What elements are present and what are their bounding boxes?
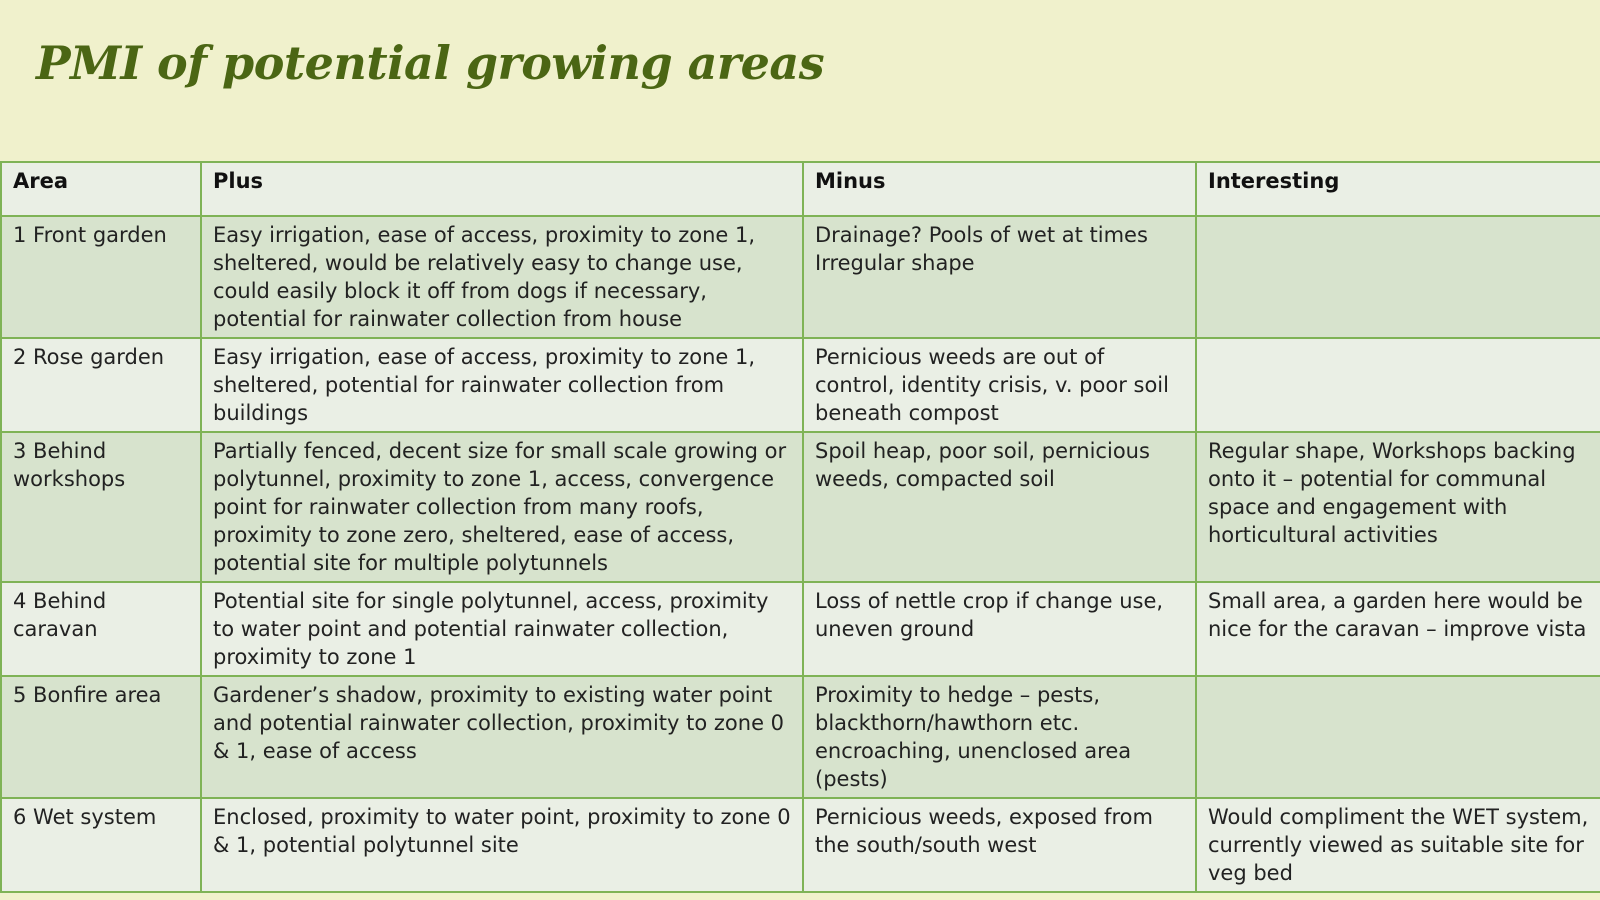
cell-area: 3 Behind workshops	[0, 431, 202, 583]
cell-minus: Loss of nettle crop if change use, uneve…	[802, 581, 1197, 677]
table-row: 6 Wet system Enclosed, proximity to wate…	[0, 797, 1600, 893]
table-header-row: Area Plus Minus Interesting	[0, 161, 1600, 217]
cell-area: 2 Rose garden	[0, 337, 202, 433]
cell-interesting	[1195, 215, 1600, 339]
cell-plus: Easy irrigation, ease of access, proximi…	[200, 215, 804, 339]
cell-interesting	[1195, 675, 1600, 799]
cell-plus: Gardener’s shadow, proximity to existing…	[200, 675, 804, 799]
header-minus: Minus	[802, 161, 1197, 217]
cell-area: 4 Behind caravan	[0, 581, 202, 677]
cell-minus: Proximity to hedge – pests, blackthorn/h…	[802, 675, 1197, 799]
cell-area: 5 Bonfire area	[0, 675, 202, 799]
cell-interesting: Small area, a garden here would be nice …	[1195, 581, 1600, 677]
cell-area: 6 Wet system	[0, 797, 202, 893]
table-row: 2 Rose garden Easy irrigation, ease of a…	[0, 337, 1600, 433]
cell-area: 1 Front garden	[0, 215, 202, 339]
cell-interesting	[1195, 337, 1600, 433]
slide-title: PMI of potential growing areas	[36, 36, 825, 90]
pmi-table: Area Plus Minus Interesting 1 Front gard…	[0, 161, 1600, 893]
cell-minus: Spoil heap, poor soil, pernicious weeds,…	[802, 431, 1197, 583]
header-plus: Plus	[200, 161, 804, 217]
cell-plus: Easy irrigation, ease of access, proximi…	[200, 337, 804, 433]
cell-minus: Pernicious weeds are out of control, ide…	[802, 337, 1197, 433]
header-area: Area	[0, 161, 202, 217]
table-row: 4 Behind caravan Potential site for sing…	[0, 581, 1600, 677]
cell-plus: Partially fenced, decent size for small …	[200, 431, 804, 583]
cell-plus: Enclosed, proximity to water point, prox…	[200, 797, 804, 893]
table-row: 3 Behind workshops Partially fenced, dec…	[0, 431, 1600, 583]
table-row: 5 Bonfire area Gardener’s shadow, proxim…	[0, 675, 1600, 799]
cell-minus: Drainage? Pools of wet at times Irregula…	[802, 215, 1197, 339]
cell-interesting: Regular shape, Workshops backing onto it…	[1195, 431, 1600, 583]
cell-plus: Potential site for single polytunnel, ac…	[200, 581, 804, 677]
table-row: 1 Front garden Easy irrigation, ease of …	[0, 215, 1600, 339]
header-interesting: Interesting	[1195, 161, 1600, 217]
cell-minus: Pernicious weeds, exposed from the south…	[802, 797, 1197, 893]
cell-interesting: Would compliment the WET system, current…	[1195, 797, 1600, 893]
